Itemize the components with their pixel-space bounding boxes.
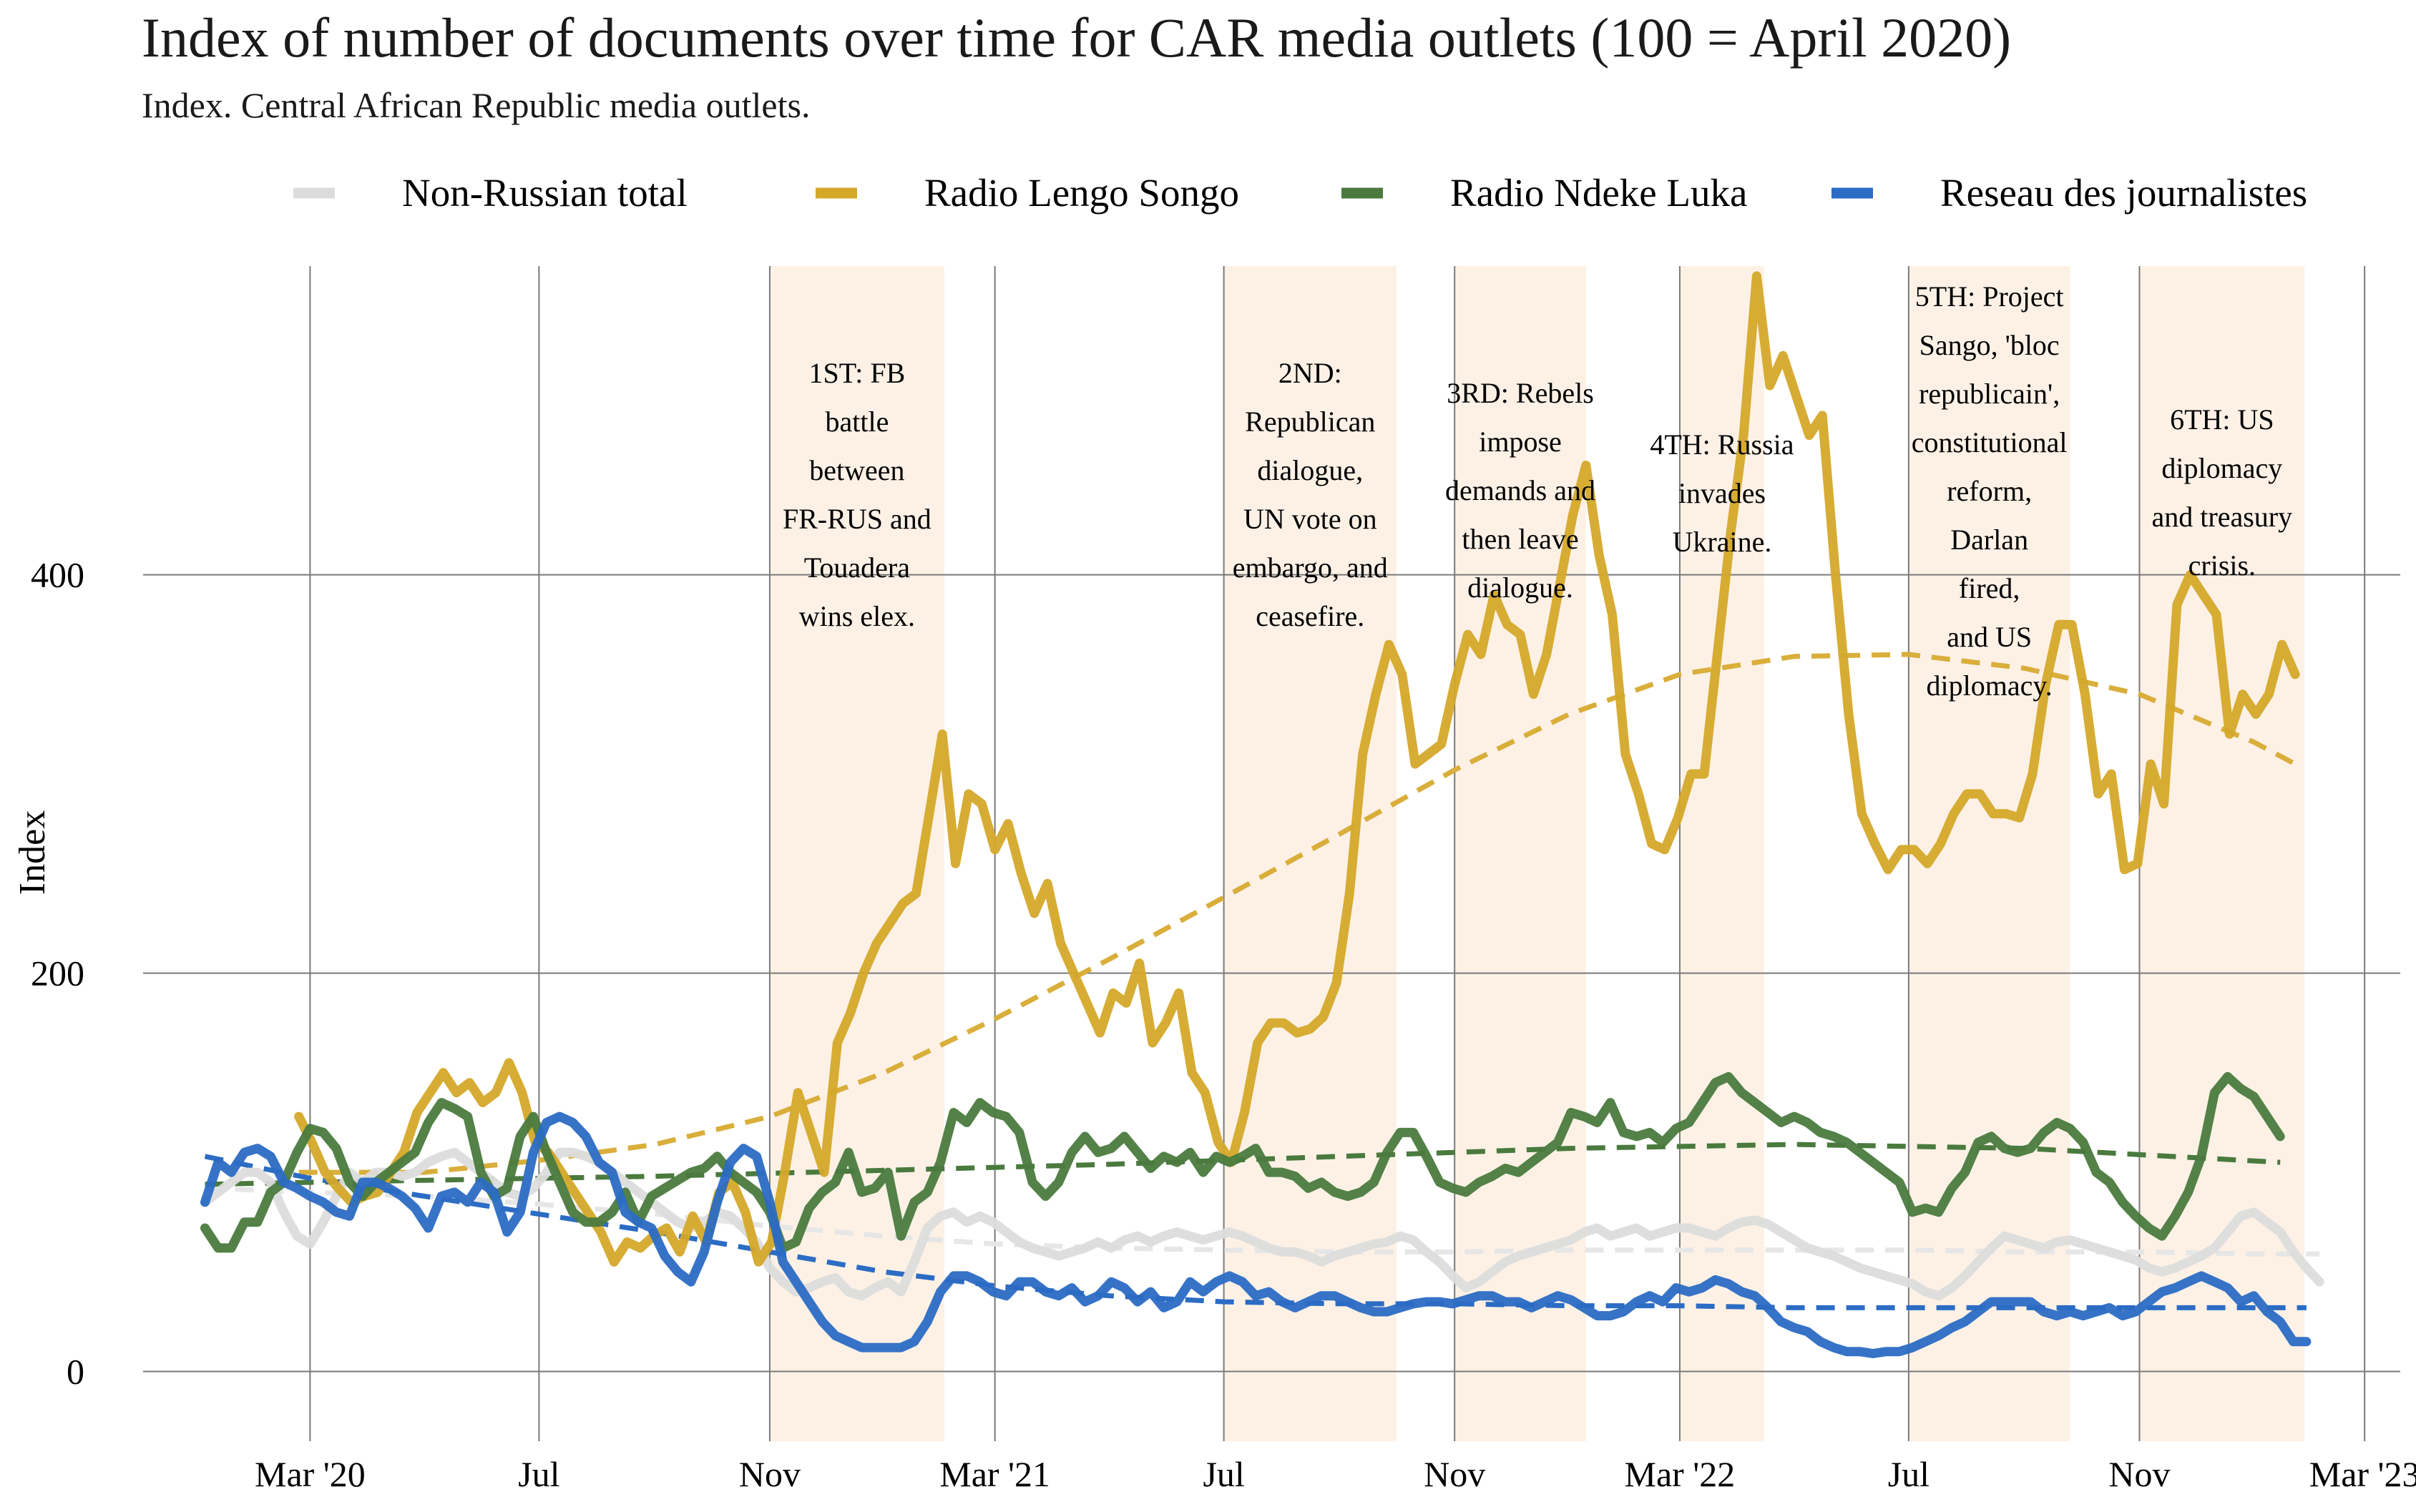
event-annotation-1: 1ST: FB battle between FR-RUS and Touadera wi… — [783, 357, 931, 632]
legend-label-non-russian-total: Non-Russian total — [402, 171, 688, 215]
y-tick-label: 200 — [31, 953, 84, 993]
x-tick-label: Nov — [739, 1454, 801, 1494]
x-tick-label: Mar '23 — [2309, 1454, 2416, 1494]
event-annotation-5: 5TH: Project Sango, 'bloc republicain', con… — [1912, 280, 2068, 702]
event-annotation-6: 6TH: US diplomacy and treasury crisis. — [2152, 403, 2293, 581]
trend-non-russian-total — [205, 1185, 2320, 1257]
trend-reseau-des-journalistes — [204, 1154, 2307, 1310]
y-axis-ticks: 0 200 400 — [31, 555, 84, 1392]
y-tick-label: 0 — [67, 1352, 84, 1392]
event-annotation-3: 3RD: Rebels impose demands and then leave di… — [1445, 377, 1595, 604]
legend-label-radio-ndeke-luka: Radio Ndeke Luka — [1450, 171, 1747, 215]
legend-label-radio-lengo-songo: Radio Lengo Songo — [924, 171, 1239, 215]
y-axis-label: Index — [12, 810, 53, 895]
series-line-radio-ndeke-luka — [200, 1071, 2285, 1253]
legend: Non-Russian total Radio Lengo Songo Radio … — [293, 171, 2307, 215]
chart-title: Index of number of documents over time f… — [142, 6, 2012, 69]
event-period-2 — [1223, 266, 1397, 1441]
series-line-non-russian-total — [200, 1147, 2324, 1301]
event-period-6 — [2139, 266, 2305, 1441]
x-tick-label: Jul — [1203, 1454, 1244, 1494]
x-tick-label: Jul — [1888, 1454, 1930, 1494]
legend-label-reseau-des-journalistes: Reseau des journalistes — [1940, 171, 2307, 215]
series-lines — [200, 271, 2324, 1358]
trend-radio-lengo-songo — [298, 652, 2297, 1175]
x-tick-label: Mar '20 — [255, 1454, 366, 1494]
x-tick-label: Nov — [2108, 1454, 2170, 1494]
event-period-4 — [1679, 266, 1764, 1441]
x-tick-label: Mar '21 — [939, 1454, 1050, 1494]
series-line-reseau-des-journalistes — [200, 1111, 2312, 1358]
event-annotations: 1ST: FB battle between FR-RUS and Touadera wi… — [783, 280, 2292, 702]
x-tick-label: Nov — [1424, 1454, 1485, 1494]
event-annotation-2: 2ND: Republican dialogue, UN vote on embargo… — [1233, 357, 1388, 632]
y-tick-label: 400 — [31, 555, 84, 595]
x-tick-label: Jul — [518, 1454, 559, 1494]
x-tick-label: Mar '22 — [1625, 1454, 1736, 1494]
x-axis-ticks: Mar '20 Jul Nov Mar '21 Jul Nov Mar '22 Jul Nov M… — [255, 1454, 2416, 1494]
chart-subtitle: Index. Central African Republic media ou… — [142, 85, 811, 125]
event-annotation-4: 4TH: Russia invades Ukraine. — [1650, 428, 1794, 558]
series-line-radio-lengo-songo — [294, 271, 2300, 1267]
